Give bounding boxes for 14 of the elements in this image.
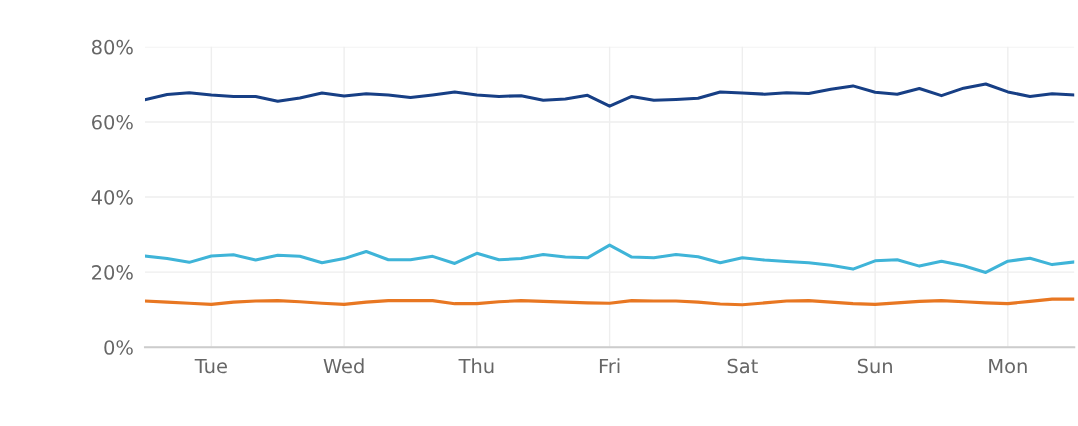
x-tick-label: Sat [727, 358, 758, 374]
x-tick-label: Wed [323, 358, 364, 374]
y-tick-label: 20% [92, 265, 133, 280]
x-tick-label: Sun [857, 358, 892, 374]
line-series [144, 82, 1075, 108]
y-tick-label: 60% [92, 114, 133, 130]
x-tick-label: Mon [989, 358, 1027, 374]
line-series [144, 243, 1075, 275]
y-tick-label: 80% [91, 39, 133, 55]
y-tick-label: 40% [91, 189, 133, 205]
y-tick-label: 0% [104, 340, 133, 355]
x-tick-label: Fri [599, 358, 620, 374]
x-tick-label: Thu [458, 358, 494, 374]
x-tick-label: Tue [194, 358, 227, 374]
